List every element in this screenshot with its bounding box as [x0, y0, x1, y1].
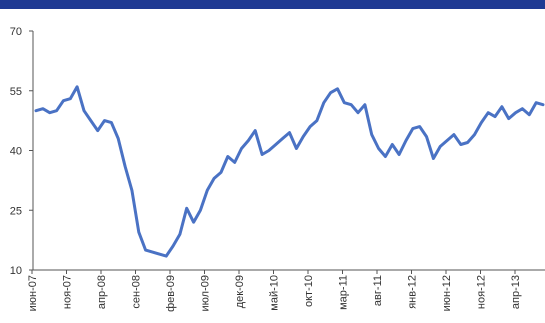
x-tick-label: май-10 — [269, 275, 281, 311]
x-tick-label: ноя-07 — [62, 275, 74, 309]
x-tick-label: сен-08 — [131, 275, 143, 309]
y-tick-label: 55 — [10, 86, 22, 98]
series-line — [34, 85, 545, 258]
y-tick-label: 40 — [10, 146, 22, 158]
chart-axes — [32, 31, 545, 271]
x-tick-label: авг-11 — [372, 275, 384, 306]
x-tick-label: июн-07 — [27, 275, 39, 311]
x-tick-label: фев-09 — [165, 275, 177, 312]
y-tick-label: 10 — [10, 265, 22, 277]
x-tick-label: ноя-12 — [476, 275, 488, 309]
series-group — [34, 85, 545, 258]
x-tick-label: июн-12 — [441, 275, 453, 311]
x-tick-label: дек-09 — [234, 275, 246, 308]
y-axis-ticks: 70 55 40 25 10 — [10, 26, 33, 277]
x-tick-label: апр-13 — [510, 275, 522, 309]
x-tick-label: апр-08 — [96, 275, 108, 309]
x-tick-label: окт-10 — [303, 275, 315, 307]
x-tick-label: мар-11 — [338, 275, 350, 310]
x-tick-label: июл-09 — [200, 275, 212, 311]
header-bar — [0, 0, 545, 9]
y-tick-label: 70 — [10, 26, 22, 38]
y-tick-label: 25 — [10, 205, 22, 217]
x-tick-label: янв-12 — [407, 275, 419, 309]
x-axis-ticks: июн-07 ноя-07 апр-08 сен-08 фев-09 июл-09 дек-… — [27, 270, 522, 312]
